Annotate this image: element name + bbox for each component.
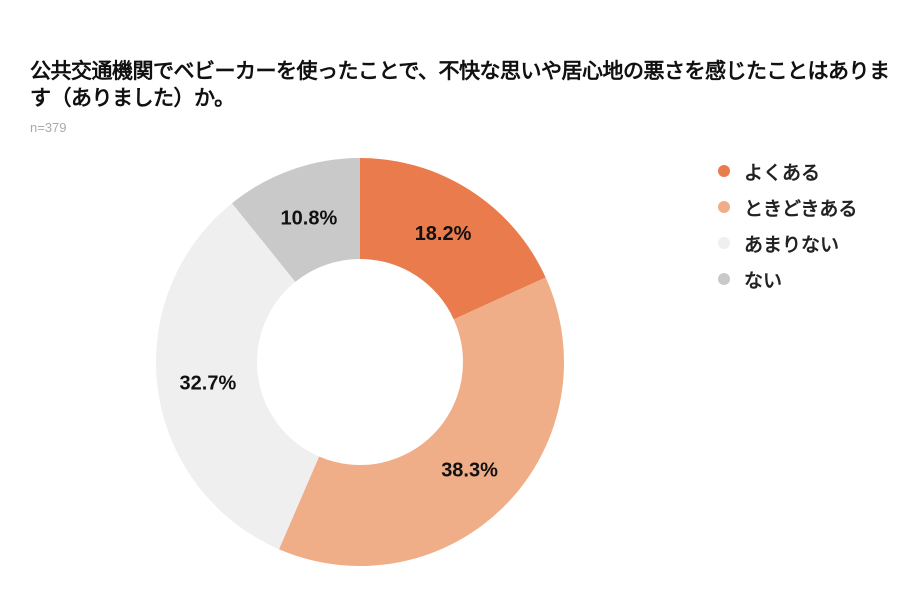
legend-item: ときどきある bbox=[718, 189, 857, 225]
donut-slice bbox=[278, 277, 564, 566]
legend: よくある ときどきある あまりない ない bbox=[718, 153, 857, 297]
donut-slice bbox=[156, 203, 320, 550]
data-label: 32.7% bbox=[180, 373, 237, 395]
legend-item: あまりない bbox=[718, 225, 857, 261]
legend-label: あまりない bbox=[744, 233, 840, 256]
legend-item: ない bbox=[718, 261, 857, 297]
legend-label: ない bbox=[744, 269, 783, 292]
donut-slice bbox=[360, 158, 546, 320]
sample-size: n=379 bbox=[30, 120, 67, 135]
legend-swatch bbox=[718, 237, 730, 249]
chart-title: 公共交通機関でベビーカーを使ったことで、不快な思いや居心地の悪さを感じたことはあ… bbox=[30, 59, 890, 110]
data-label: 18.2% bbox=[415, 223, 472, 245]
legend-label: ときどきある bbox=[744, 197, 858, 220]
legend-swatch bbox=[718, 273, 730, 285]
legend-item: よくある bbox=[718, 153, 857, 189]
legend-swatch bbox=[718, 165, 730, 177]
donut-slice bbox=[231, 158, 360, 282]
data-label: 10.8% bbox=[281, 207, 338, 229]
data-label: 38.3% bbox=[441, 460, 498, 482]
legend-label: よくある bbox=[744, 161, 821, 184]
legend-swatch bbox=[718, 201, 730, 213]
